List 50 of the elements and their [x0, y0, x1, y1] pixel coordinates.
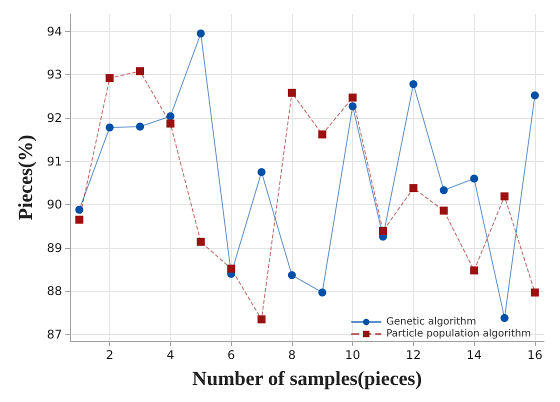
y-tick-label: 91	[46, 154, 62, 168]
x-tick-label: 12	[406, 348, 422, 362]
point	[348, 102, 357, 110]
x-tick-label: 6	[227, 348, 235, 362]
y-tick-label: 90	[46, 198, 62, 212]
point	[530, 91, 539, 100]
point	[136, 122, 144, 131]
point	[166, 120, 174, 128]
x-tick-label: 10	[345, 348, 360, 362]
y-tick-label: 92	[46, 110, 62, 125]
point	[318, 130, 326, 138]
point	[470, 266, 478, 274]
y-tick-label: 94	[46, 24, 62, 38]
point	[530, 288, 539, 296]
x-tick-label: 2	[106, 348, 114, 362]
point	[288, 271, 296, 280]
x-tick-label: 14	[466, 348, 482, 362]
point	[379, 226, 388, 235]
y-tick-label: 88	[46, 284, 62, 298]
point	[258, 315, 266, 324]
point	[470, 174, 478, 183]
point	[136, 67, 144, 76]
legend-label: Genetic algorithm	[386, 316, 476, 328]
point	[196, 238, 205, 246]
point	[166, 112, 174, 120]
point	[500, 314, 509, 322]
y-tick-label: 87	[46, 328, 62, 342]
point	[258, 168, 266, 176]
point	[440, 206, 448, 215]
point	[75, 216, 84, 224]
point	[318, 288, 326, 296]
point	[440, 186, 448, 194]
point	[288, 88, 296, 97]
y-tick-label: 93	[46, 68, 62, 82]
y-axis-title: Pieces(%)	[15, 134, 37, 220]
x-tick-label: 8	[288, 348, 296, 362]
point	[106, 123, 114, 132]
x-axis-title: Number of samples(pieces)	[192, 368, 422, 390]
point	[348, 94, 357, 102]
point	[409, 80, 418, 88]
x-tick-label: 4	[166, 348, 174, 362]
x-tick-label: 16	[527, 348, 543, 362]
point	[227, 264, 236, 273]
point	[75, 206, 84, 214]
point	[409, 184, 418, 192]
point	[500, 192, 509, 200]
legend-label: Particle population algorithm	[386, 328, 531, 340]
y-tick-label: 89	[46, 240, 62, 255]
point	[106, 74, 114, 82]
point	[196, 29, 205, 38]
